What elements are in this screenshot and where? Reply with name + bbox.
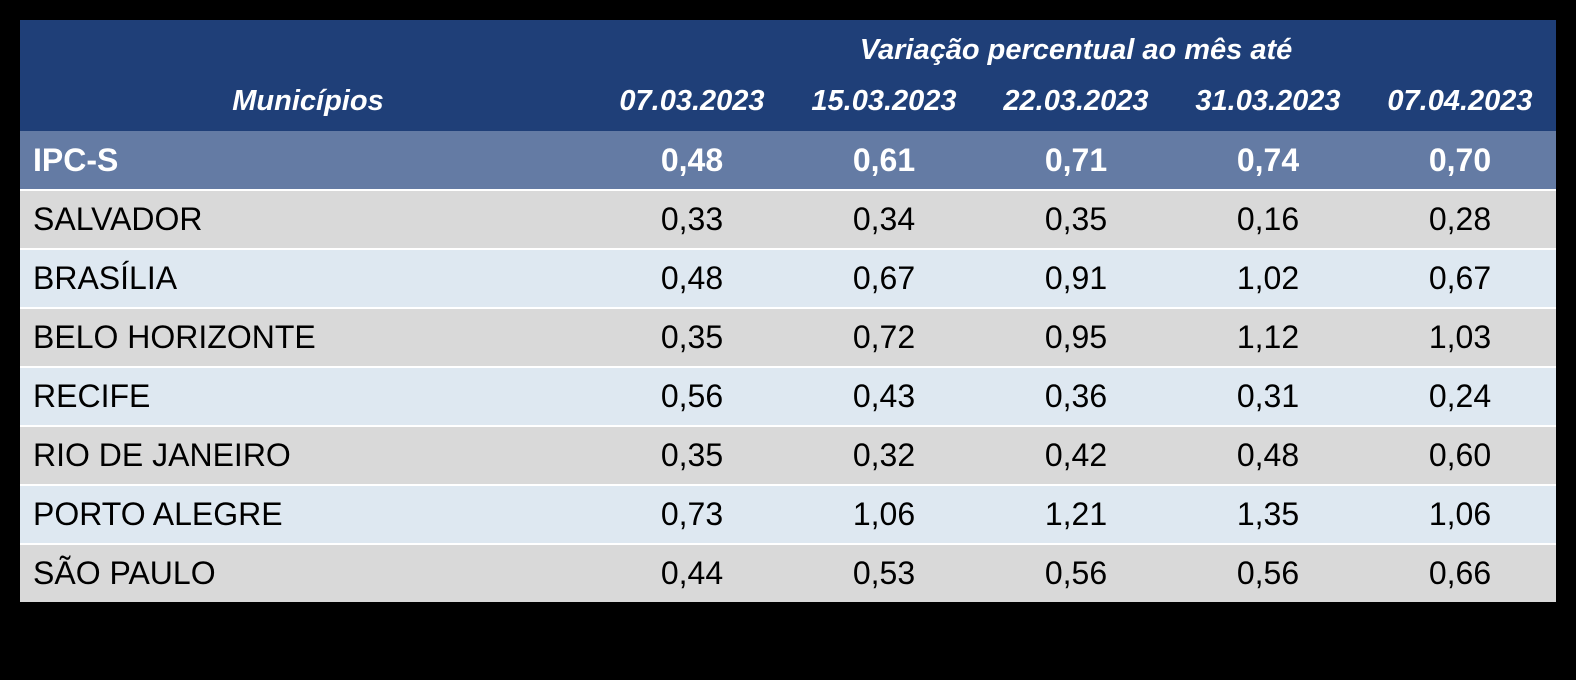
cell-value: 1,06 [852, 496, 916, 532]
cell-value: 0,28 [1428, 201, 1492, 237]
cell-value: 0,35 [660, 437, 724, 473]
cell-value: 0,48 [1236, 437, 1300, 473]
cell-value: 1,03 [1428, 319, 1492, 355]
cell-value: 0,56 [1236, 555, 1300, 591]
cell-value: 0,32 [852, 437, 916, 473]
cell-value: 0,48 [660, 260, 724, 296]
cell-value: 0,43 [852, 378, 916, 414]
cell-value: 0,74 [1236, 141, 1300, 178]
date-column-header: 07.03.2023 [619, 85, 765, 117]
cell-value: 0,31 [1236, 378, 1300, 414]
cell-value: 0,24 [1428, 378, 1492, 414]
cell-value: 0,73 [660, 496, 724, 532]
row-label: IPC-S [33, 141, 119, 178]
ipcs-table: Variação percentual ao mês até Município… [20, 20, 1556, 602]
table-header: Variação percentual ao mês até Município… [20, 20, 1556, 131]
header-columns-row: Municípios 07.03.2023 15.03.2023 22.03.2… [20, 72, 1556, 131]
row-label: BRASÍLIA [33, 260, 178, 296]
table-row-recife: RECIFE 0,56 0,43 0,36 0,31 0,24 [20, 366, 1556, 425]
table-row-salvador: SALVADOR 0,33 0,34 0,35 0,16 0,28 [20, 189, 1556, 248]
cell-value: 0,66 [1428, 555, 1492, 591]
cell-value: 0,67 [1428, 260, 1492, 296]
date-column-header: 15.03.2023 [811, 85, 957, 117]
cell-value: 0,35 [1044, 201, 1108, 237]
cell-value: 0,53 [852, 555, 916, 591]
cell-value: 0,48 [660, 141, 724, 178]
cell-value: 0,33 [660, 201, 724, 237]
cell-value: 0,35 [660, 319, 724, 355]
row-label: SÃO PAULO [33, 555, 216, 591]
group-title: Variação percentual ao mês até [859, 33, 1293, 66]
cell-value: 0,70 [1428, 141, 1492, 178]
table-row-porto-alegre: PORTO ALEGRE 0,73 1,06 1,21 1,35 1,06 [20, 484, 1556, 543]
cell-value: 0,71 [1044, 141, 1108, 178]
cell-value: 1,35 [1236, 496, 1300, 532]
municipios-column-header: Municípios [232, 85, 384, 117]
header-group-row: Variação percentual ao mês até [20, 20, 1556, 72]
table-row-sao-paulo: SÃO PAULO 0,44 0,53 0,56 0,56 0,66 [20, 543, 1556, 602]
cell-value: 0,61 [852, 141, 916, 178]
cell-value: 0,42 [1044, 437, 1108, 473]
cell-value: 0,60 [1428, 437, 1492, 473]
row-label: SALVADOR [33, 201, 203, 237]
cell-value: 1,02 [1236, 260, 1300, 296]
cell-value: 1,06 [1428, 496, 1492, 532]
row-label: PORTO ALEGRE [33, 496, 283, 532]
cell-value: 0,36 [1044, 378, 1108, 414]
table-row-brasilia: BRASÍLIA 0,48 0,67 0,91 1,02 0,67 [20, 248, 1556, 307]
date-column-header: 31.03.2023 [1195, 85, 1341, 117]
date-column-header: 22.03.2023 [1003, 85, 1149, 117]
date-column-header: 07.04.2023 [1387, 85, 1533, 117]
row-label: RECIFE [33, 378, 151, 414]
cell-value: 0,44 [660, 555, 724, 591]
cell-value: 0,67 [852, 260, 916, 296]
cell-value: 1,21 [1044, 496, 1108, 532]
table-row-belo-horizonte: BELO HORIZONTE 0,35 0,72 0,95 1,12 1,03 [20, 307, 1556, 366]
row-label: RIO DE JANEIRO [33, 437, 291, 473]
cell-value: 1,12 [1236, 319, 1300, 355]
cell-value: 0,56 [660, 378, 724, 414]
cell-value: 0,34 [852, 201, 916, 237]
table-row-ipcs: IPC-S 0,48 0,61 0,71 0,74 0,70 [20, 131, 1556, 189]
cell-value: 0,95 [1044, 319, 1108, 355]
cell-value: 0,56 [1044, 555, 1108, 591]
cell-value: 0,16 [1236, 201, 1300, 237]
row-label: BELO HORIZONTE [33, 319, 316, 355]
cell-value: 0,72 [852, 319, 916, 355]
table-row-rio-de-janeiro: RIO DE JANEIRO 0,35 0,32 0,42 0,48 0,60 [20, 425, 1556, 484]
cell-value: 0,91 [1044, 260, 1108, 296]
